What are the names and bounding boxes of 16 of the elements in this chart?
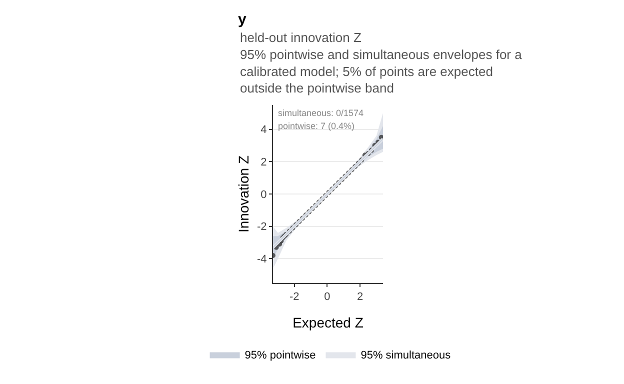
legend-label: 95% pointwise [244, 349, 316, 362]
x-tick-label: 0 [324, 291, 330, 304]
x-tick-label: -2 [289, 291, 300, 304]
chart-title: y [238, 10, 247, 28]
legend-label: 95% simultaneous [360, 349, 452, 362]
y-axis-title: Innovation Z [236, 155, 252, 233]
y-tick-label: 2 [260, 156, 267, 168]
y-tick-label: 4 [260, 124, 267, 136]
x-tick-label: 2 [356, 291, 364, 304]
chart-subtitle: held-out innovation Z 95% pointwise and simultaneous envelopes for a calibrated model; 5% of points are expected outside the pointwise band [240, 30, 523, 96]
y-tick-label: 0 [260, 188, 267, 201]
annotation: pointwise: 7 (0.4%) [278, 121, 355, 131]
y-tick-label: -2 [257, 221, 267, 234]
annotation: simultaneous: 0/1574 [278, 108, 364, 118]
x-axis-title: Expected Z [292, 314, 364, 330]
y-tick-label: -4 [257, 254, 267, 266]
